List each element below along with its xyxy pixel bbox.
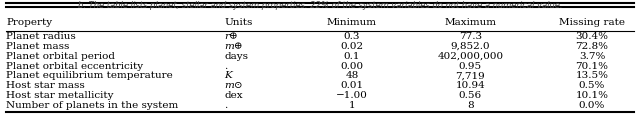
Text: −1.00: −1.00 <box>336 91 368 100</box>
Text: days: days <box>224 52 248 61</box>
Text: 8: 8 <box>467 101 474 110</box>
Text: 0.02: 0.02 <box>340 42 364 51</box>
Text: Planet orbital period: Planet orbital period <box>6 52 115 61</box>
Text: 13.5%: 13.5% <box>575 71 609 81</box>
Text: 70.1%: 70.1% <box>575 61 609 71</box>
Text: Maximum: Maximum <box>444 18 497 27</box>
Text: Planet equilibrium temperature: Planet equilibrium temperature <box>6 71 173 81</box>
Text: 0.00: 0.00 <box>340 61 364 71</box>
Text: r⊕: r⊕ <box>224 32 237 41</box>
Text: 0.5%: 0.5% <box>579 81 605 90</box>
Text: m⊕: m⊕ <box>224 42 243 51</box>
Text: 0.1: 0.1 <box>344 52 360 61</box>
Text: Minimum: Minimum <box>327 18 377 27</box>
Text: 48: 48 <box>346 71 358 81</box>
Text: 0.3: 0.3 <box>344 32 360 41</box>
Text: 10.1%: 10.1% <box>575 91 609 100</box>
Text: Planet radius: Planet radius <box>6 32 76 41</box>
Text: Missing rate: Missing rate <box>559 18 625 27</box>
Text: Host star mass: Host star mass <box>6 81 85 90</box>
Text: b. The table lists planet, stellar and system properties. 22% of the system vari: b. The table lists planet, stellar and s… <box>77 1 563 10</box>
Text: Units: Units <box>224 18 252 27</box>
Text: Planet orbital eccentricity: Planet orbital eccentricity <box>6 61 143 71</box>
Text: 0.0%: 0.0% <box>579 101 605 110</box>
Text: 0.01: 0.01 <box>340 81 364 90</box>
Text: Property: Property <box>6 18 52 27</box>
Text: Planet mass: Planet mass <box>6 42 70 51</box>
Text: 0.95: 0.95 <box>459 61 482 71</box>
Text: m⊙: m⊙ <box>224 81 243 90</box>
Text: 9,852.0: 9,852.0 <box>451 42 490 51</box>
Text: 402,000,000: 402,000,000 <box>437 52 504 61</box>
Text: 7,719: 7,719 <box>456 71 485 81</box>
Text: 10.94: 10.94 <box>456 81 485 90</box>
Text: 1: 1 <box>349 101 355 110</box>
Text: 0.56: 0.56 <box>459 91 482 100</box>
Text: K: K <box>224 71 232 81</box>
Text: Number of planets in the system: Number of planets in the system <box>6 101 179 110</box>
Text: 77.3: 77.3 <box>459 32 482 41</box>
Text: dex: dex <box>224 91 243 100</box>
Text: .: . <box>224 101 227 110</box>
Text: 30.4%: 30.4% <box>575 32 609 41</box>
Text: Host star metallicity: Host star metallicity <box>6 91 114 100</box>
Text: 3.7%: 3.7% <box>579 52 605 61</box>
Text: .: . <box>224 61 227 71</box>
Text: 72.8%: 72.8% <box>575 42 609 51</box>
